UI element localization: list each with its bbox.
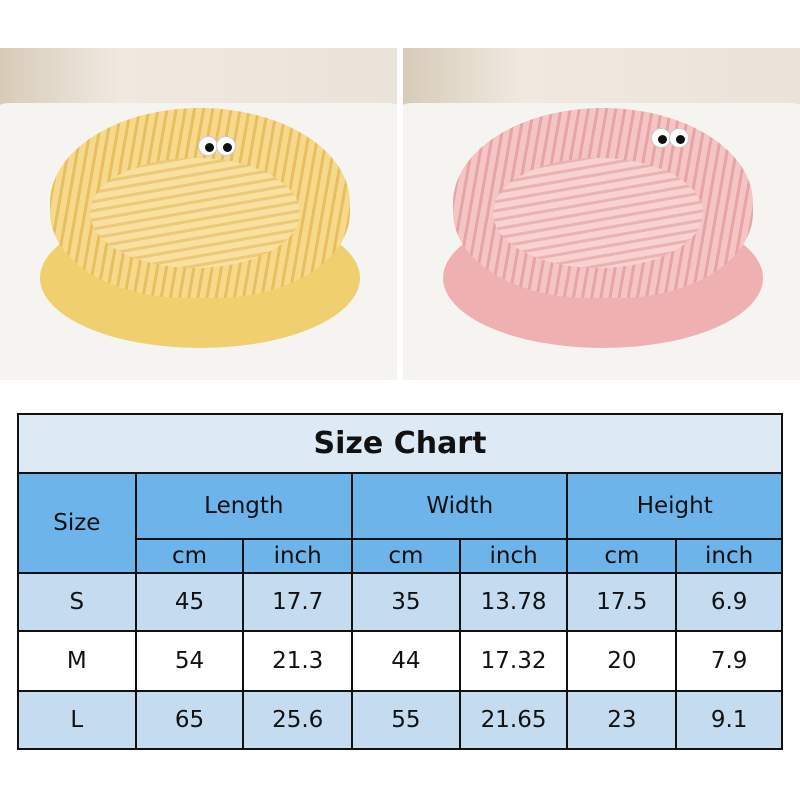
unit-header: cm [134, 538, 245, 574]
size-label: M [17, 630, 137, 692]
table-cell: 21.3 [242, 630, 354, 692]
length-header: Length [134, 472, 354, 540]
pink-pet-bed [443, 108, 763, 348]
table-cell: 13.78 [458, 572, 569, 632]
table-cell: 21.65 [458, 690, 569, 750]
product-photo-pink [403, 48, 800, 380]
eye-icon [669, 128, 689, 148]
table-row: S 45 17.7 35 13.78 17.5 6.9 [17, 572, 783, 632]
unit-header: cm [566, 538, 678, 574]
table-cell: 35 [351, 572, 461, 632]
product-photo-yellow [0, 48, 397, 380]
yellow-pet-bed [40, 108, 360, 348]
table-cell: 20 [566, 630, 678, 692]
unit-header: inch [458, 538, 569, 574]
table-cell: 17.7 [242, 572, 354, 632]
table-cell: 44 [351, 630, 461, 692]
eye-icon [198, 136, 218, 156]
table-cell: 9.1 [675, 690, 783, 750]
table-row: L 65 25.6 55 21.65 23 9.1 [17, 690, 783, 750]
table-cell: 23 [566, 690, 678, 750]
table-cell: 45 [134, 572, 245, 632]
table-cell: 7.9 [675, 630, 783, 692]
table-cell: 55 [351, 690, 461, 750]
size-chart-title: Size Chart [17, 413, 783, 474]
table-cell: 65 [134, 690, 245, 750]
unit-header: inch [242, 538, 354, 574]
size-label: S [17, 572, 137, 632]
table-cell: 54 [134, 630, 245, 692]
table-row: M 54 21.3 44 17.32 20 7.9 [17, 630, 783, 692]
table-cell: 25.6 [242, 690, 354, 750]
eye-icon [651, 128, 671, 148]
eye-icon [216, 136, 236, 156]
table-cell: 6.9 [675, 572, 783, 632]
width-header: Width [351, 472, 569, 540]
unit-header: cm [351, 538, 461, 574]
height-header: Height [566, 472, 783, 540]
size-chart-table: Size Chart Size Length Width Height cm in… [17, 413, 783, 750]
size-header: Size [17, 472, 137, 574]
table-cell: 17.32 [458, 630, 569, 692]
size-label: L [17, 690, 137, 750]
table-cell: 17.5 [566, 572, 678, 632]
unit-header: inch [675, 538, 783, 574]
